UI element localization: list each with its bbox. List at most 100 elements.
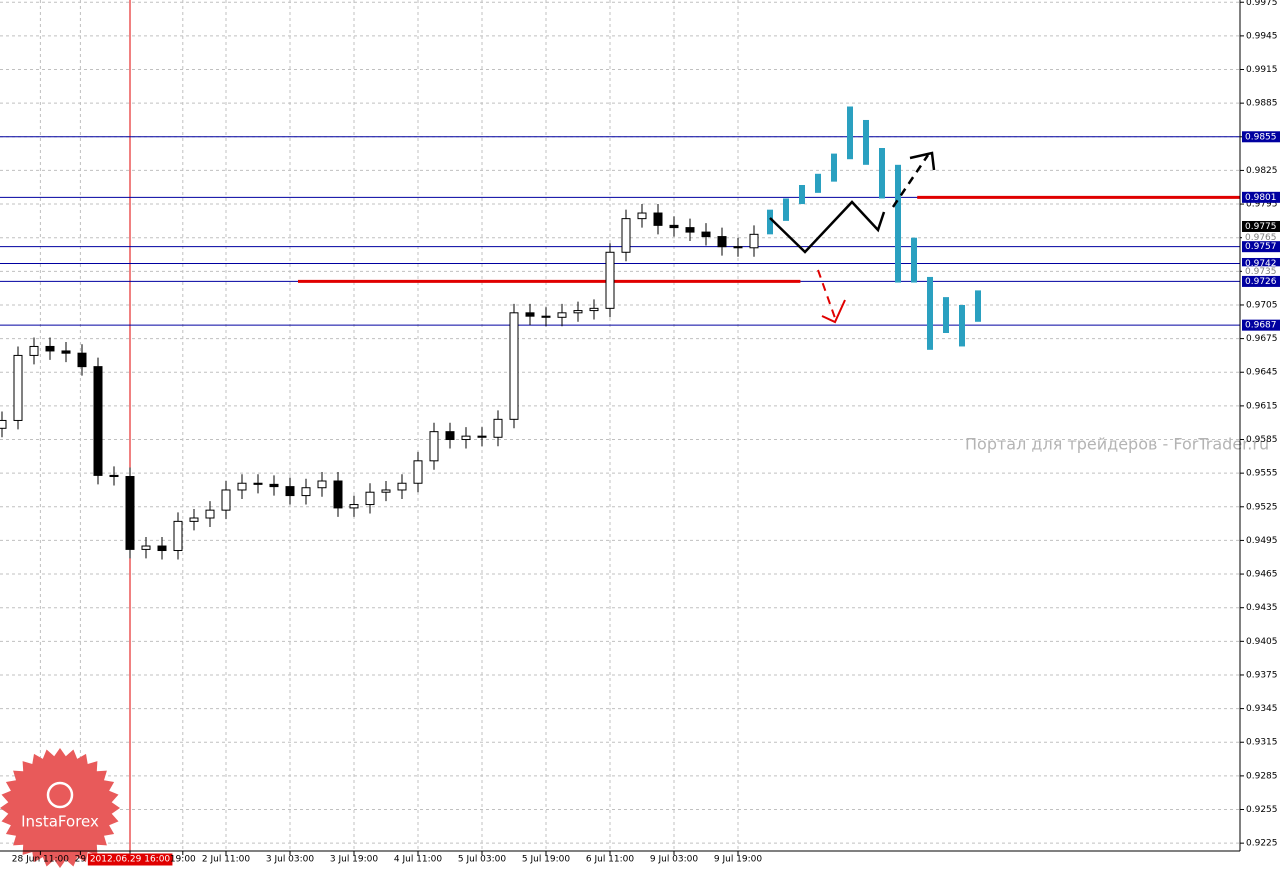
down-arrow [817, 269, 836, 319]
y-tick-label: 0.9945 [1246, 31, 1278, 41]
forecast-bar [975, 290, 981, 322]
forecast-bar [943, 297, 949, 333]
forecast-bar [927, 276, 933, 350]
candle-body [189, 517, 199, 522]
forecast-bar [815, 173, 821, 193]
candle-body [237, 482, 247, 491]
level-label-box [1242, 131, 1280, 143]
forecast-bar [847, 106, 853, 160]
level-label: 0.9775 [1245, 222, 1277, 232]
logo-icon [46, 781, 74, 809]
candle-body [365, 491, 375, 506]
candle-body [45, 345, 55, 352]
candle-body [0, 419, 7, 429]
logo: InstaForex [0, 748, 120, 868]
level-label-box [1242, 191, 1280, 203]
y-tick-label: 0.9495 [1246, 536, 1278, 546]
candle-body [29, 345, 39, 356]
candle-body [701, 231, 711, 238]
candle-body [429, 431, 439, 462]
y-tick-label: 0.9645 [1246, 368, 1278, 378]
forecast-bar [863, 119, 869, 165]
forecast-bar [911, 237, 917, 283]
x-tick-label: 3 Jul 03:00 [266, 855, 315, 865]
level-label-box [1242, 319, 1280, 331]
forecast-bar [783, 198, 789, 221]
level-label-box [1242, 257, 1280, 269]
x-tick-highlight [87, 853, 173, 866]
candle-body [301, 487, 311, 497]
level-label: 0.9742 [1245, 259, 1277, 269]
candle-body [349, 504, 359, 509]
candle-body [445, 431, 455, 441]
y-tick-label: 0.9525 [1246, 502, 1278, 512]
candle-body [589, 307, 599, 312]
level-label-box [1242, 241, 1280, 253]
y-tick-label: 0.9615 [1246, 401, 1278, 411]
x-tick-label: 6 Jul 11:00 [586, 855, 635, 865]
candle-body [109, 474, 119, 478]
candle-body [637, 212, 647, 220]
x-tick-label: 5 Jul 03:00 [458, 855, 507, 865]
y-tick-label: 0.9315 [1246, 738, 1278, 748]
y-tick-label: 0.9405 [1246, 637, 1278, 647]
level-label: 0.9726 [1245, 277, 1277, 287]
candle-body [461, 435, 471, 441]
candle-body [173, 520, 183, 552]
candle-body [685, 227, 695, 233]
forecast-bar [895, 164, 901, 283]
x-tick-label: 9 Jul 19:00 [714, 855, 763, 865]
candle-body [13, 354, 23, 421]
y-tick-label: 0.9825 [1246, 166, 1278, 176]
candle-body [573, 310, 583, 314]
level-label-box [1242, 275, 1280, 287]
candle-body [669, 224, 679, 229]
candle-body [269, 483, 279, 488]
level-label: 0.9687 [1245, 321, 1277, 331]
logo-text: InstaForex [21, 813, 99, 831]
level-label-bg [1242, 266, 1280, 277]
candle-body [493, 418, 503, 438]
candle-body [413, 460, 423, 484]
zigzag [769, 200, 886, 254]
down-arrowhead [821, 299, 846, 324]
level-label-box [1242, 220, 1280, 232]
forecast-bar [879, 148, 885, 199]
candle-body [749, 233, 759, 249]
y-tick-label: 0.9975 [1246, 0, 1278, 8]
x-tick-label: 29 [75, 855, 87, 865]
candle-body [285, 486, 295, 497]
candle-body [61, 350, 71, 354]
candle-body [317, 480, 327, 489]
candle-body [541, 315, 551, 318]
y-tick-label: 0.9255 [1246, 805, 1278, 815]
candle-body [205, 509, 215, 519]
candle-body [93, 366, 103, 476]
level-label-bg [1242, 232, 1280, 243]
x-tick-label: 28 Jun 11:00 [12, 855, 69, 865]
candle-body [509, 312, 519, 420]
candle-body [733, 246, 743, 249]
y-tick-label: 0.9705 [1246, 300, 1278, 310]
watermark: Портал для трейдеров - ForTrader.ru [965, 435, 1269, 454]
y-tick-label: 0.9795 [1246, 200, 1278, 210]
forecast-bar [831, 153, 837, 182]
up-arrow [891, 154, 930, 208]
y-tick-label: 0.9885 [1246, 99, 1278, 109]
y-tick-label: 0.9285 [1246, 771, 1278, 781]
level-label: 0.9735 [1245, 267, 1277, 277]
candle-body [77, 352, 87, 368]
candle-body [141, 545, 151, 550]
candle-body [397, 482, 407, 491]
level-label: 0.9801 [1245, 193, 1277, 203]
y-tick-label: 0.9465 [1246, 570, 1278, 580]
x-tick-label: 9 Jul 03:00 [650, 855, 699, 865]
candle-body [477, 435, 487, 438]
y-tick-label: 0.9675 [1246, 334, 1278, 344]
x-tick-label: 3 Jul 19:00 [330, 855, 379, 865]
forecast-bar [799, 185, 805, 205]
level-label: 0.9757 [1245, 242, 1277, 252]
x-tick-label: 4 Jul 11:00 [394, 855, 443, 865]
y-tick-label: 0.9435 [1246, 603, 1278, 613]
